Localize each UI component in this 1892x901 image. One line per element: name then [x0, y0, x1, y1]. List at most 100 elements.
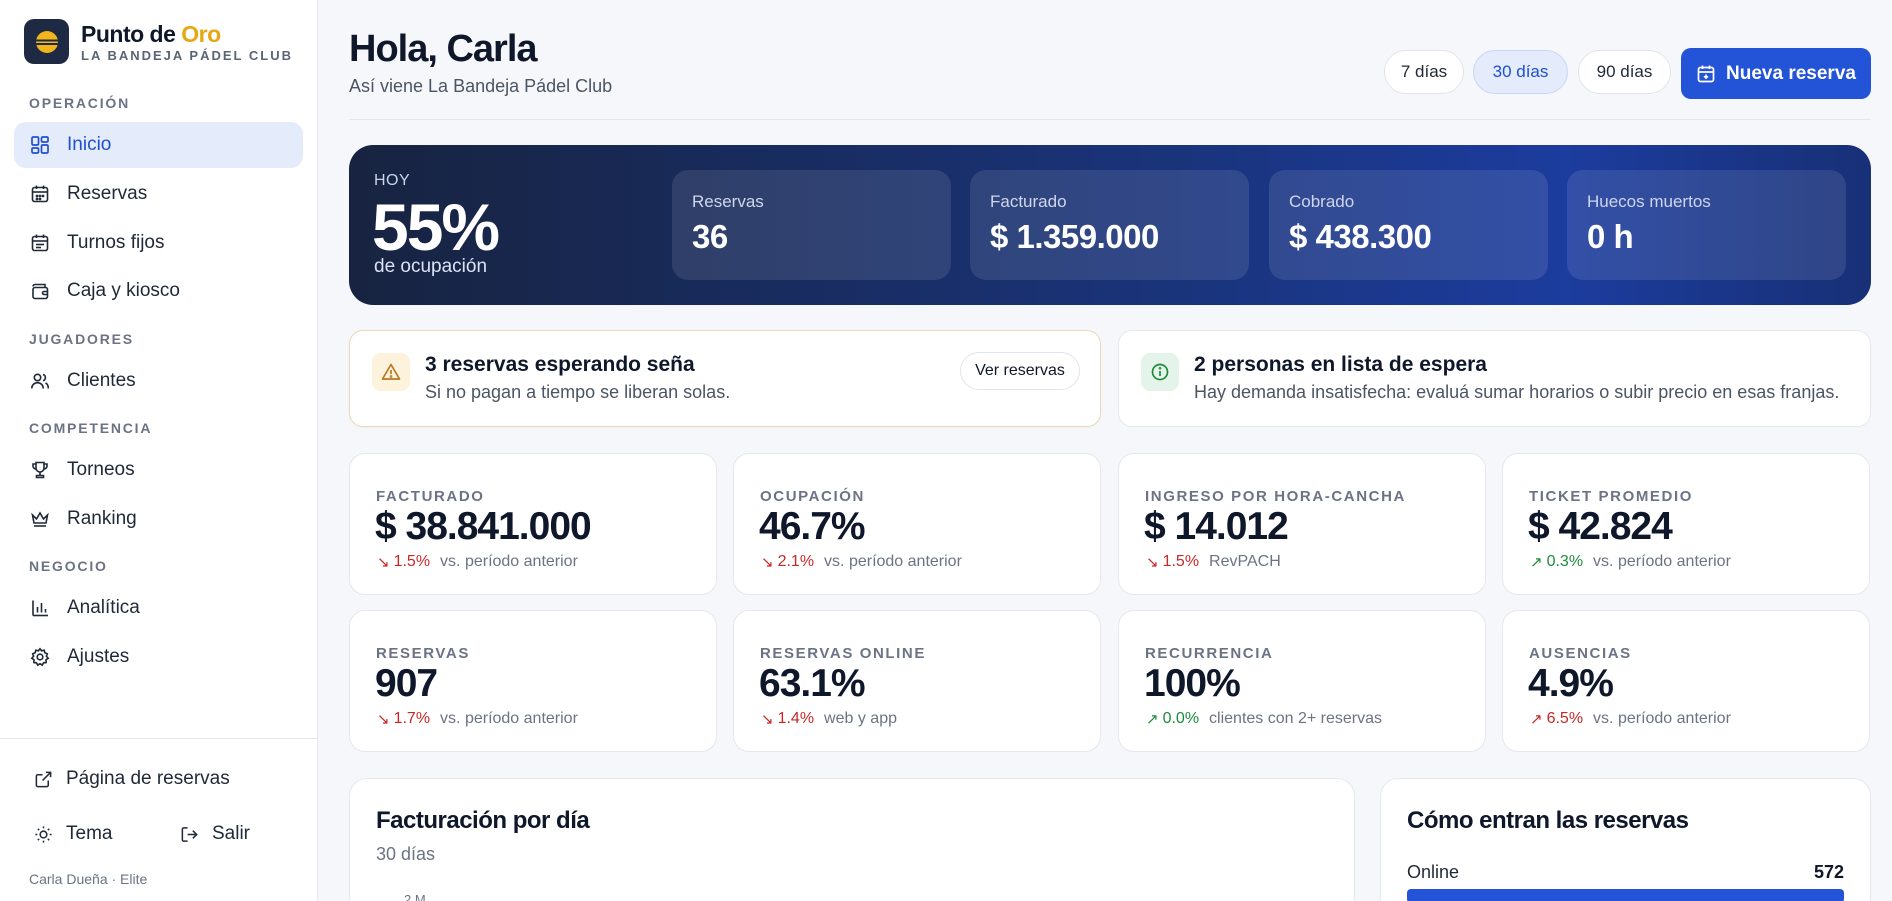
kpi-context: vs. período anterior — [1593, 710, 1731, 727]
kpi-delta-value: 1.5% — [393, 553, 431, 570]
kpi-card-facturado: FACTURADO $ 38.841.000 ↘ 1.5% vs. período … — [349, 453, 717, 595]
channel-label: Online — [1407, 862, 1460, 882]
kpi-card-recurrencia: RECURRENCIA 100% ↗ 0.0% clientes con 2+ re… — [1118, 610, 1486, 752]
today-summary: HOY 55% de ocupación Reservas 36 Factura… — [349, 145, 1871, 305]
kpi-context: RevPACH — [1209, 553, 1281, 570]
trophy-icon — [30, 460, 50, 480]
hero-card-value: 0 h — [1587, 218, 1634, 255]
hero-card-value: $ 438.300 — [1289, 218, 1432, 255]
kpi-value: $ 38.841.000 — [375, 505, 592, 548]
user-info: Carla Dueña · Elite — [29, 871, 148, 887]
kpi-label: TICKET PROMEDIO — [1529, 488, 1694, 505]
today-label: HOY — [374, 172, 411, 189]
calendar-repeat-icon — [30, 233, 50, 253]
theme-toggle[interactable]: Tema — [34, 823, 112, 845]
brand-logo — [24, 19, 69, 64]
new-booking-label: Nueva reserva — [1726, 62, 1856, 84]
hero-card-label: Huecos muertos — [1587, 192, 1711, 211]
kpi-context: web y app — [824, 710, 897, 727]
sidebar-item-reservas[interactable]: Reservas — [14, 171, 303, 217]
kpi-card-ausencias: AUSENCIAS 4.9% ↗ 6.5% vs. período anterior — [1502, 610, 1870, 752]
kpi-label: RESERVAS ONLINE — [760, 645, 926, 662]
kpi-context: vs. período anterior — [1593, 553, 1731, 570]
channel-value: 572 — [1813, 862, 1844, 882]
info-icon — [1141, 353, 1179, 391]
new-booking-button[interactable]: Nueva reserva — [1681, 48, 1871, 99]
kpi-card-ingreso-hora: INGRESO POR HORA-CANCHA $ 14.012 ↘ 1.5% Re… — [1118, 453, 1486, 595]
range-7-days[interactable]: 7 días — [1384, 50, 1464, 94]
sidebar-item-ranking[interactable]: Ranking — [14, 496, 303, 542]
kpi-card-reservas-online: RESERVAS ONLINE 63.1% ↘ 1.4% web y app — [733, 610, 1101, 752]
logout-label: Salir — [212, 823, 251, 844]
brand[interactable]: Punto de Oro LA BANDEJA PÁDEL CLUB — [24, 19, 293, 64]
kpi-context: vs. período anterior — [824, 553, 962, 570]
calendar-plus-icon — [1697, 65, 1715, 82]
kpi-value: 63.1% — [759, 662, 866, 705]
kpi-delta-value: 2.1% — [777, 553, 815, 570]
occupancy-caption: de ocupación — [374, 256, 488, 277]
sidebar-footer-divider — [0, 738, 318, 739]
sidebar-item-clientes[interactable]: Clientes — [14, 358, 303, 404]
sidebar-item-label: Caja y kiosco — [67, 280, 180, 301]
sidebar-item-label: Analítica — [67, 597, 140, 618]
bar-chart-icon — [30, 598, 50, 618]
sidebar-item-label: Reservas — [67, 183, 148, 204]
trend-down-icon: ↘ — [761, 711, 774, 728]
panel-title: Facturación por día — [376, 807, 590, 834]
kpi-value: 907 — [375, 662, 438, 705]
booking-channels-panel: Cómo entran las reservas Online 572 — [1380, 778, 1871, 901]
sidebar-item-torneos[interactable]: Torneos — [14, 447, 303, 493]
kpi-label: RECURRENCIA — [1145, 645, 1274, 662]
kpi-delta: ↘ 1.4% web y app — [761, 710, 897, 728]
kpi-value: $ 14.012 — [1144, 505, 1289, 548]
panel-title: Cómo entran las reservas — [1407, 807, 1689, 834]
sidebar-item-label: Turnos fijos — [67, 232, 165, 253]
kpi-context: clientes con 2+ reservas — [1209, 710, 1383, 727]
kpi-label: AUSENCIAS — [1529, 645, 1632, 662]
channel-bar — [1407, 889, 1844, 901]
logout-icon — [181, 826, 198, 842]
sidebar-item-turnos-fijos[interactable]: Turnos fijos — [14, 220, 303, 266]
kpi-card-reservas: RESERVAS 907 ↘ 1.7% vs. período anterior — [349, 610, 717, 752]
trend-down-icon: ↘ — [1146, 554, 1159, 571]
range-90-days[interactable]: 90 días — [1578, 50, 1671, 94]
kpi-delta: ↘ 1.7% vs. período anterior — [377, 710, 578, 728]
trend-down-icon: ↘ — [761, 554, 774, 571]
booking-page-link[interactable]: Página de reservas — [34, 768, 230, 790]
occupancy-value: 55% — [372, 190, 500, 264]
warning-icon — [372, 353, 410, 391]
external-link-icon — [35, 771, 52, 787]
kpi-delta-value: 0.3% — [1546, 553, 1584, 570]
sidebar-item-inicio[interactable]: Inicio — [14, 122, 303, 168]
kpi-delta: ↗ 0.0% clientes con 2+ reservas — [1146, 710, 1382, 728]
hero-card-reservas: Reservas 36 — [672, 170, 951, 280]
sidebar-item-caja-kiosco[interactable]: Caja y kiosco — [14, 268, 303, 314]
crown-icon — [30, 509, 50, 529]
brand-name: Punto de Oro — [81, 20, 221, 47]
page-title: Hola, Carla — [349, 28, 538, 70]
kpi-value: $ 42.824 — [1528, 505, 1673, 548]
view-bookings-button[interactable]: Ver reservas — [960, 352, 1080, 390]
kpi-value: 46.7% — [759, 505, 866, 548]
users-icon — [30, 371, 50, 391]
sidebar-item-label: Ranking — [67, 508, 137, 529]
y-axis-tick: 2 M — [404, 892, 426, 901]
hero-card-label: Facturado — [990, 192, 1067, 211]
kpi-label: INGRESO POR HORA-CANCHA — [1145, 488, 1406, 505]
kpi-delta-value: 6.5% — [1546, 710, 1584, 727]
range-30-days[interactable]: 30 días — [1473, 50, 1568, 94]
sidebar-item-analitica[interactable]: Analítica — [14, 585, 303, 631]
hero-card-value: 36 — [692, 218, 728, 255]
sidebar-item-label: Clientes — [67, 370, 136, 391]
section-jugadores: JUGADORES — [29, 331, 134, 347]
alert-title: 2 personas en lista de espera — [1194, 353, 1487, 376]
booking-page-label: Página de reservas — [66, 768, 230, 789]
hero-card-label: Reservas — [692, 192, 764, 211]
sidebar-item-label: Inicio — [67, 134, 112, 155]
hero-card-facturado: Facturado $ 1.359.000 — [970, 170, 1249, 280]
sidebar-item-ajustes[interactable]: Ajustes — [14, 634, 303, 680]
kpi-delta: ↘ 1.5% vs. período anterior — [377, 553, 578, 571]
kpi-context: vs. período anterior — [440, 553, 578, 570]
sun-icon — [35, 825, 52, 843]
logout-button[interactable]: Salir — [180, 823, 250, 845]
